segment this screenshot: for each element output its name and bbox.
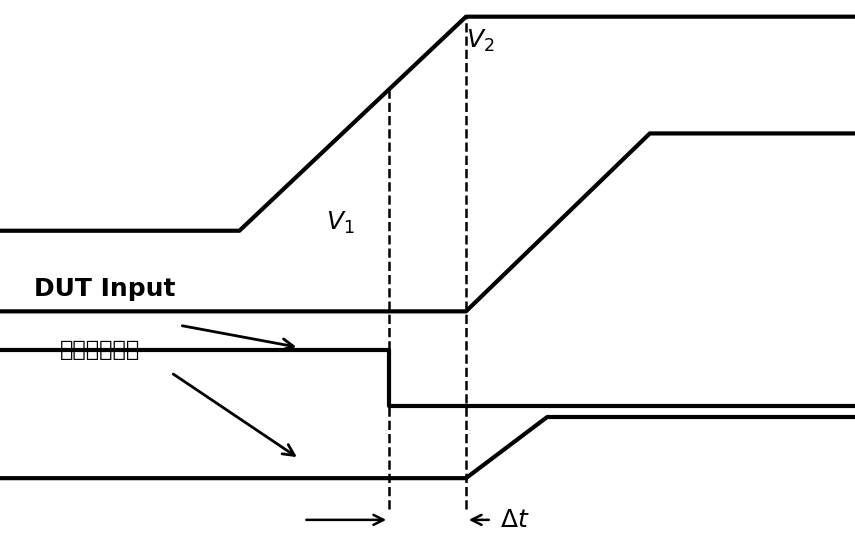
Text: $V_1$: $V_1$ [327,209,355,236]
Text: $\Delta t$: $\Delta t$ [500,508,530,532]
Text: DUT Input: DUT Input [34,277,175,301]
Text: 比较单元输出: 比较单元输出 [60,340,140,360]
Text: $V_2$: $V_2$ [466,28,494,54]
